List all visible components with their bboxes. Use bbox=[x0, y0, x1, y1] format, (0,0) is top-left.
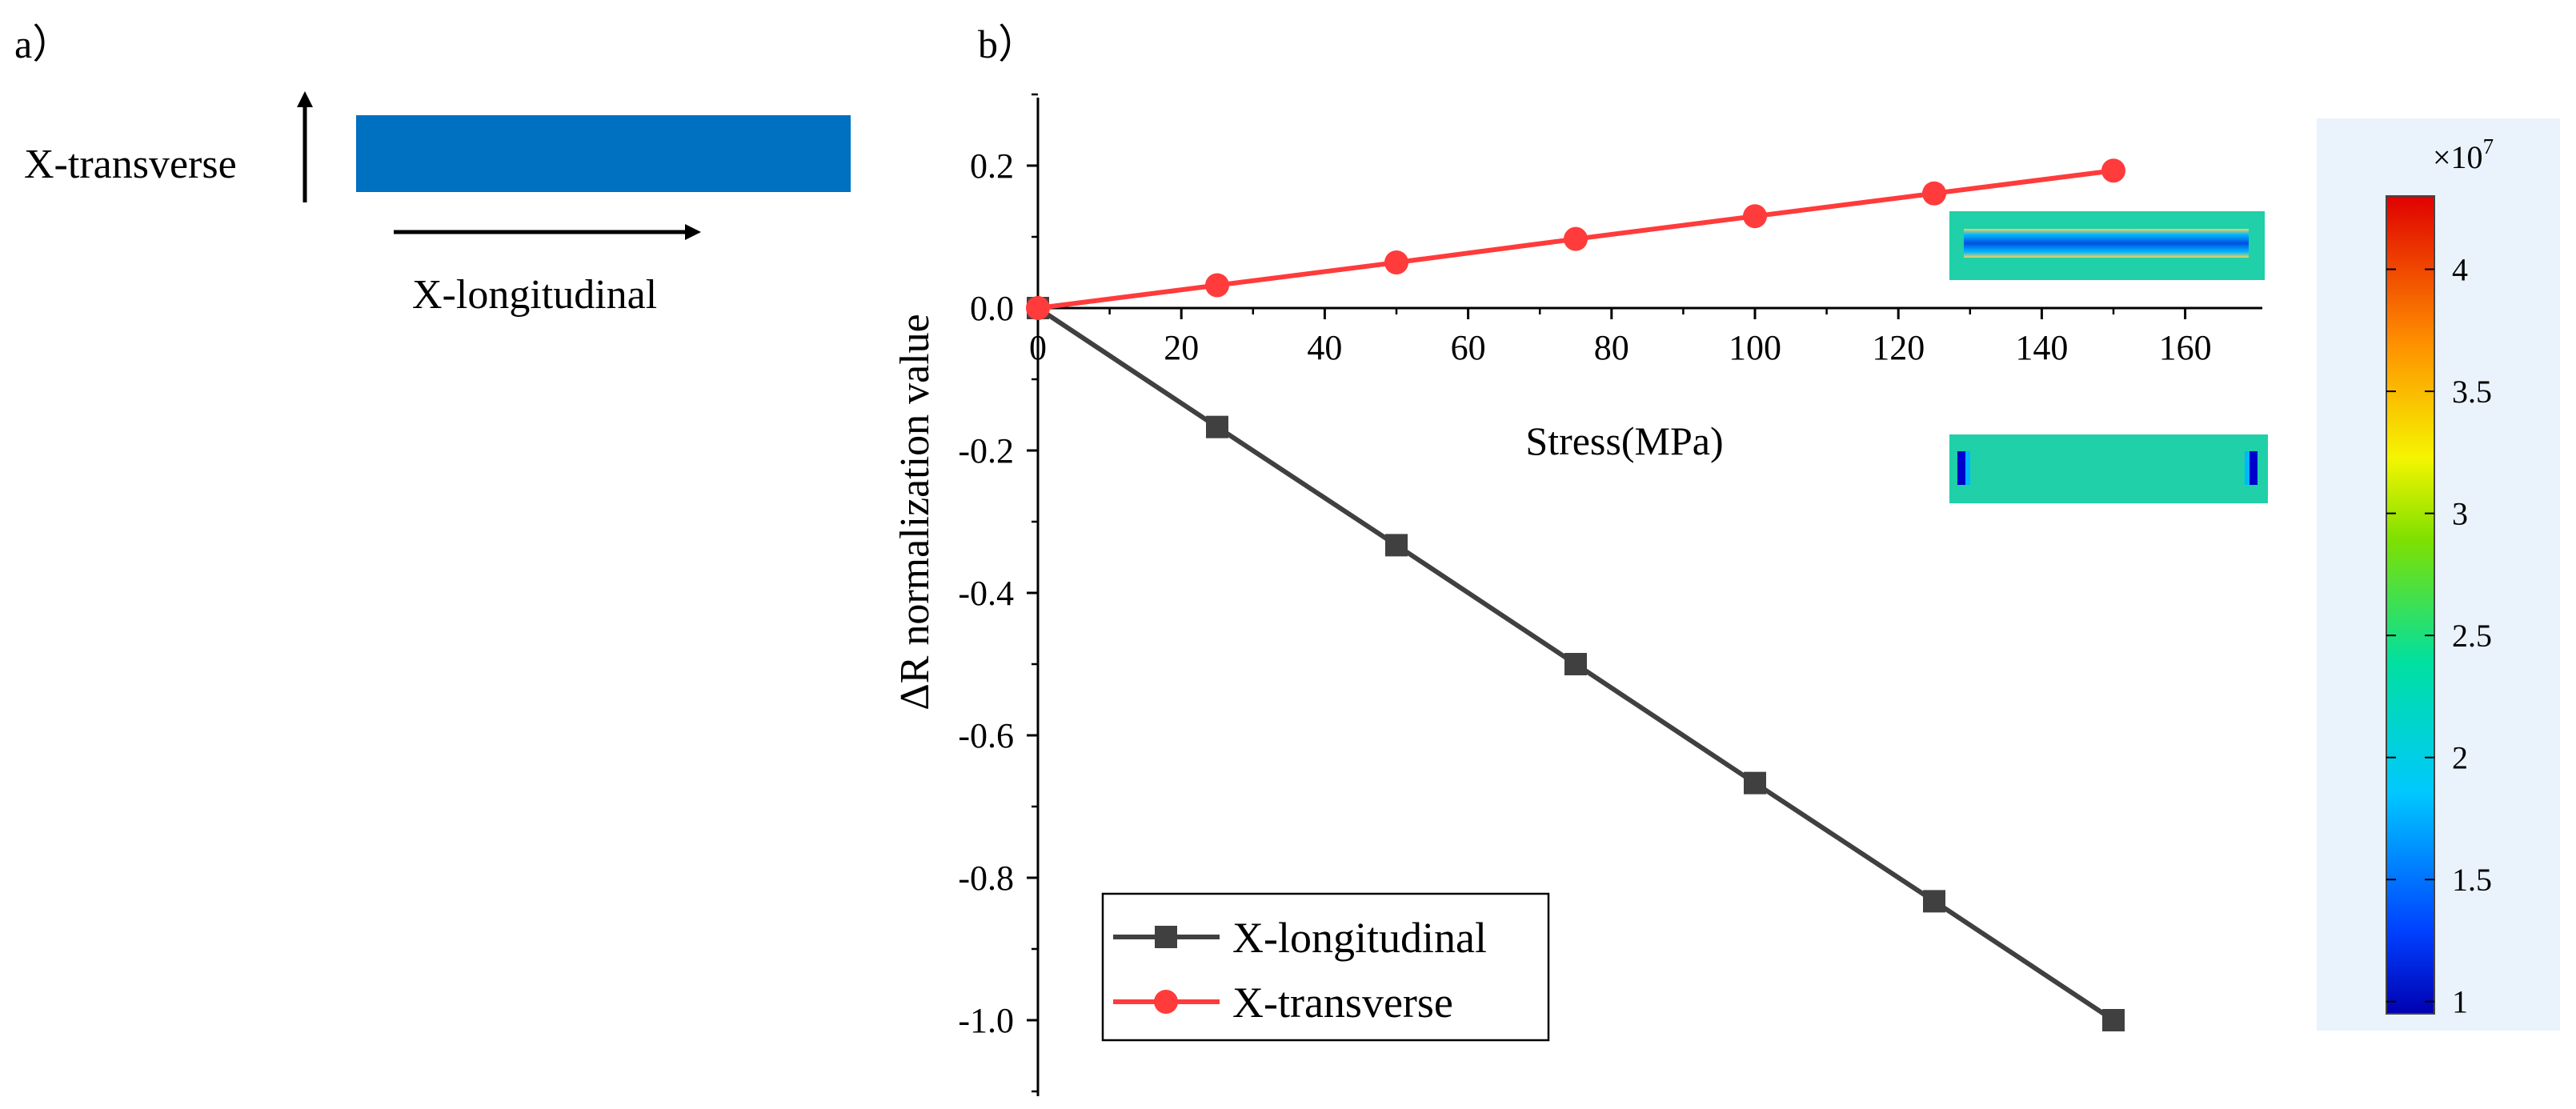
y-tick-label: -1.0 bbox=[958, 1001, 1014, 1040]
data-point-longitudinal bbox=[1744, 771, 1766, 795]
inset-transverse-simulation bbox=[1949, 211, 2265, 280]
colorbar-gradient bbox=[2386, 195, 2435, 1015]
y-tick-label: -0.8 bbox=[958, 859, 1014, 898]
x-ticks: 0 20 40 60 80 100 120 140 160 bbox=[1029, 308, 2212, 367]
colorbar-exponent: ×107 bbox=[2433, 134, 2494, 175]
x-tick-label: 20 bbox=[1164, 328, 1199, 367]
panel-b-label: b） bbox=[978, 22, 1038, 66]
series-layer bbox=[1026, 158, 2125, 1031]
colorbar-tick-label: 1.5 bbox=[2452, 862, 2492, 898]
x-tick-label: 100 bbox=[1729, 328, 1781, 367]
data-point-transverse bbox=[1564, 226, 1588, 251]
x-tick-label: 80 bbox=[1594, 328, 1629, 367]
data-point-transverse bbox=[1922, 181, 1946, 206]
legend-label-transverse: X-transverse bbox=[1232, 979, 1453, 1027]
x-axis-title: Stress(MPa) bbox=[1525, 418, 1723, 463]
y-tick-label: 0.2 bbox=[970, 146, 1014, 186]
y-axis-title: ΔR normalization value bbox=[892, 314, 938, 711]
colorbar-panel bbox=[2317, 118, 2560, 1031]
longitudinal-label: X-longitudinal bbox=[412, 272, 657, 318]
x-tick-label: 120 bbox=[1872, 328, 1925, 367]
data-point-transverse bbox=[1743, 204, 1767, 229]
data-point-transverse bbox=[2101, 158, 2125, 183]
x-tick-label: 140 bbox=[2015, 328, 2068, 367]
colorbar-ticks: 1 1.5 2 2.5 3 3.5 4 bbox=[2386, 252, 2492, 1020]
colorbar-tick-label: 4 bbox=[2452, 252, 2468, 288]
data-point-longitudinal bbox=[1206, 415, 1228, 438]
colorbar-exponent-power: 7 bbox=[2483, 134, 2494, 158]
data-point-longitudinal bbox=[2102, 1009, 2125, 1031]
line-chart: 0.2 0.0 -0.2 -0.4 -0.6 -0.8 -1.0 0 20 40 60 80 100 1… bbox=[958, 93, 2262, 1096]
x-tick-label: 160 bbox=[2159, 328, 2212, 367]
resistor-bar bbox=[356, 115, 851, 192]
data-point-transverse bbox=[1026, 296, 1050, 320]
inset-longitudinal-simulation bbox=[1949, 434, 2268, 503]
colorbar: ×107 1 1.5 2 2.5 3 3.5 4 bbox=[2317, 118, 2560, 1031]
x-tick-label: 40 bbox=[1307, 328, 1342, 367]
legend-marker-longitudinal bbox=[1155, 926, 1177, 948]
y-tick-label: -0.4 bbox=[958, 574, 1014, 613]
transverse-label: X-transverse bbox=[24, 142, 237, 187]
x-tick-label: 60 bbox=[1451, 328, 1486, 367]
colorbar-tick-label: 2 bbox=[2452, 740, 2468, 776]
panel-a-label: a） bbox=[14, 22, 72, 66]
legend-marker-transverse bbox=[1154, 990, 1178, 1014]
data-point-longitudinal bbox=[1564, 653, 1587, 675]
y-tick-label: 0.0 bbox=[970, 289, 1014, 328]
y-tick-label: -0.2 bbox=[958, 431, 1014, 470]
colorbar-tick-label: 1 bbox=[2452, 984, 2468, 1020]
y-ticks: 0.2 0.0 -0.2 -0.4 -0.6 -0.8 -1.0 bbox=[958, 93, 1038, 1093]
data-point-transverse bbox=[1384, 250, 1408, 275]
colorbar-tick-label: 2.5 bbox=[2452, 618, 2492, 654]
data-point-longitudinal bbox=[1923, 890, 1945, 913]
colorbar-tick-label: 3.5 bbox=[2452, 374, 2492, 410]
legend-label-longitudinal: X-longitudinal bbox=[1232, 914, 1487, 962]
colorbar-tick-label: 3 bbox=[2452, 496, 2468, 532]
data-point-longitudinal bbox=[1385, 534, 1408, 557]
transverse-arrowhead bbox=[297, 91, 313, 107]
legend: X-longitudinal X-transverse bbox=[1101, 892, 1550, 1042]
y-tick-label: -0.6 bbox=[958, 716, 1014, 755]
x-tick-label: 0 bbox=[1029, 328, 1047, 367]
data-point-transverse bbox=[1205, 273, 1229, 298]
longitudinal-arrowhead bbox=[685, 224, 701, 240]
